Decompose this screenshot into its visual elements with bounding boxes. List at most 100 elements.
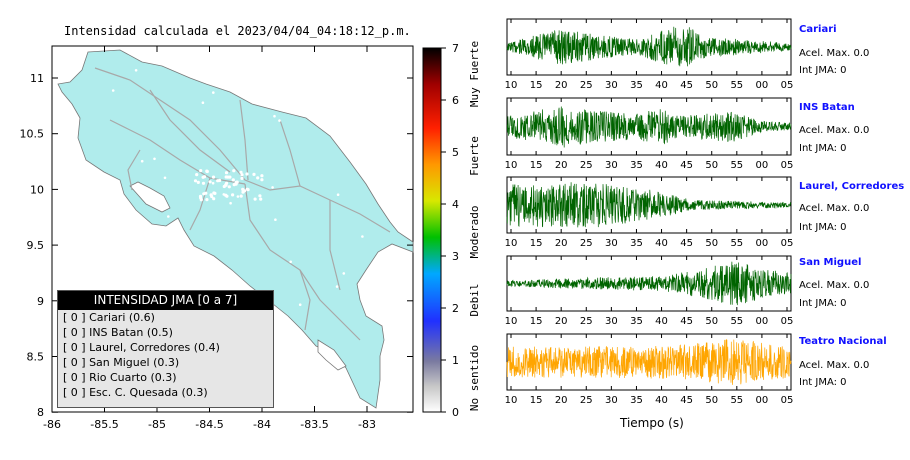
time-tick-label: 20: [555, 80, 568, 91]
time-tick-label: 55: [730, 316, 743, 327]
town-marker: [240, 173, 244, 177]
time-tick-label: 15: [530, 238, 543, 249]
time-tick-label: 50: [705, 160, 718, 171]
town-marker: [236, 195, 240, 198]
time-tick-label: 20: [555, 316, 568, 327]
y-tick-label: 10: [30, 183, 44, 196]
time-tick-label: 35: [630, 238, 643, 249]
town-marker: [234, 182, 238, 186]
station-name: Cariari: [799, 24, 837, 35]
town-marker: [208, 180, 212, 184]
time-tick-label: 30: [605, 238, 618, 249]
legend-item: [ 0 ] Laurel, Corredores (0.4): [63, 341, 220, 354]
town-marker: [167, 215, 170, 218]
time-tick-label: 45: [680, 80, 693, 91]
x-tick-label: -86: [43, 418, 61, 431]
town-marker: [229, 201, 232, 205]
town-marker: [222, 193, 226, 196]
costa-rica-shape: [57, 49, 414, 409]
legend-header: INTENSIDAD JMA [0 a 7]: [58, 291, 273, 310]
town-marker: [199, 198, 203, 202]
town-marker: [231, 193, 235, 197]
time-tick-label: 50: [705, 316, 718, 327]
time-tick-label: 20: [555, 160, 568, 171]
road-line: [299, 269, 311, 331]
station-jma: Int JMA: 0: [799, 222, 847, 233]
station-jma: Int JMA: 0: [799, 377, 847, 388]
town-marker: [205, 198, 209, 202]
time-tick-label: 05: [781, 80, 794, 91]
time-tick-label: 20: [555, 238, 568, 249]
town-marker: [209, 193, 213, 197]
time-tick-label: 40: [655, 316, 668, 327]
town-marker: [260, 174, 264, 178]
y-tick-label: 9: [37, 295, 44, 308]
time-tick-label: 30: [605, 160, 618, 171]
time-tick-label: 25: [580, 160, 593, 171]
town-marker: [134, 69, 138, 72]
time-tick-label: 25: [580, 395, 593, 406]
town-marker: [211, 175, 216, 179]
time-tick-label: 05: [781, 316, 794, 327]
time-tick-label: 55: [730, 238, 743, 249]
town-marker: [212, 91, 215, 94]
y-tick-label: 8.5: [27, 351, 45, 364]
x-tick-label: -85: [148, 418, 166, 431]
station-jma: Int JMA: 0: [799, 65, 847, 76]
x-tick-label: -84: [253, 418, 271, 431]
town-marker: [205, 169, 209, 173]
time-tick-label: 55: [730, 80, 743, 91]
time-tick-label: 15: [530, 160, 543, 171]
map-title: Intensidad calculada el 2023/04/04_04:18…: [64, 24, 411, 38]
town-marker: [245, 187, 249, 191]
station-jma: Int JMA: 0: [799, 298, 847, 309]
x-tick-label: -83.5: [300, 418, 328, 431]
time-tick-label: 30: [605, 316, 618, 327]
time-tick-label: 30: [605, 80, 618, 91]
town-marker: [252, 172, 256, 176]
time-tick-label: 45: [680, 238, 693, 249]
road-line: [329, 200, 341, 291]
town-marker: [202, 192, 206, 196]
time-tick-label: 05: [781, 160, 794, 171]
time-tick-label: 40: [655, 80, 668, 91]
town-marker: [260, 178, 264, 182]
time-tick-label: 00: [756, 238, 769, 249]
station-name: San Miguel: [799, 257, 862, 268]
time-tick-label: 25: [580, 238, 593, 249]
time-tick-label: 00: [756, 316, 769, 327]
town-marker: [242, 189, 247, 193]
town-marker: [163, 176, 167, 180]
x-tick-label: -84.5: [195, 418, 223, 431]
town-marker: [195, 173, 199, 177]
town-marker: [309, 343, 312, 346]
station-acel: Acel. Max. 0.0: [799, 48, 870, 59]
waveform-trace: [506, 106, 792, 148]
town-marker: [106, 175, 110, 178]
y-tick-label: 10.5: [20, 128, 45, 141]
time-tick-label: 25: [580, 316, 593, 327]
road-line: [109, 119, 246, 185]
town-marker: [274, 218, 277, 221]
station-name: INS Batan: [799, 102, 855, 113]
road-line: [239, 99, 249, 181]
town-marker: [273, 114, 276, 118]
town-marker: [153, 157, 156, 161]
town-marker: [231, 178, 235, 182]
y-tick-label: 11: [30, 72, 44, 85]
costa-rica-land: [57, 49, 414, 409]
town-marker: [361, 235, 364, 238]
waveform-trace: [506, 182, 792, 228]
station-jma: Int JMA: 0: [799, 143, 847, 154]
waveform-trace: [506, 338, 792, 385]
legend-item: [ 0 ] San Miguel (0.3): [63, 356, 180, 369]
town-marker: [211, 181, 215, 185]
x-tick-label: -83: [358, 418, 376, 431]
town-marker: [310, 109, 313, 113]
time-tick-label: 15: [530, 80, 543, 91]
town-marker: [232, 169, 236, 173]
town-marker: [216, 179, 220, 183]
town-marker: [227, 84, 230, 87]
time-axis-label: Tiempo (s): [620, 416, 684, 430]
